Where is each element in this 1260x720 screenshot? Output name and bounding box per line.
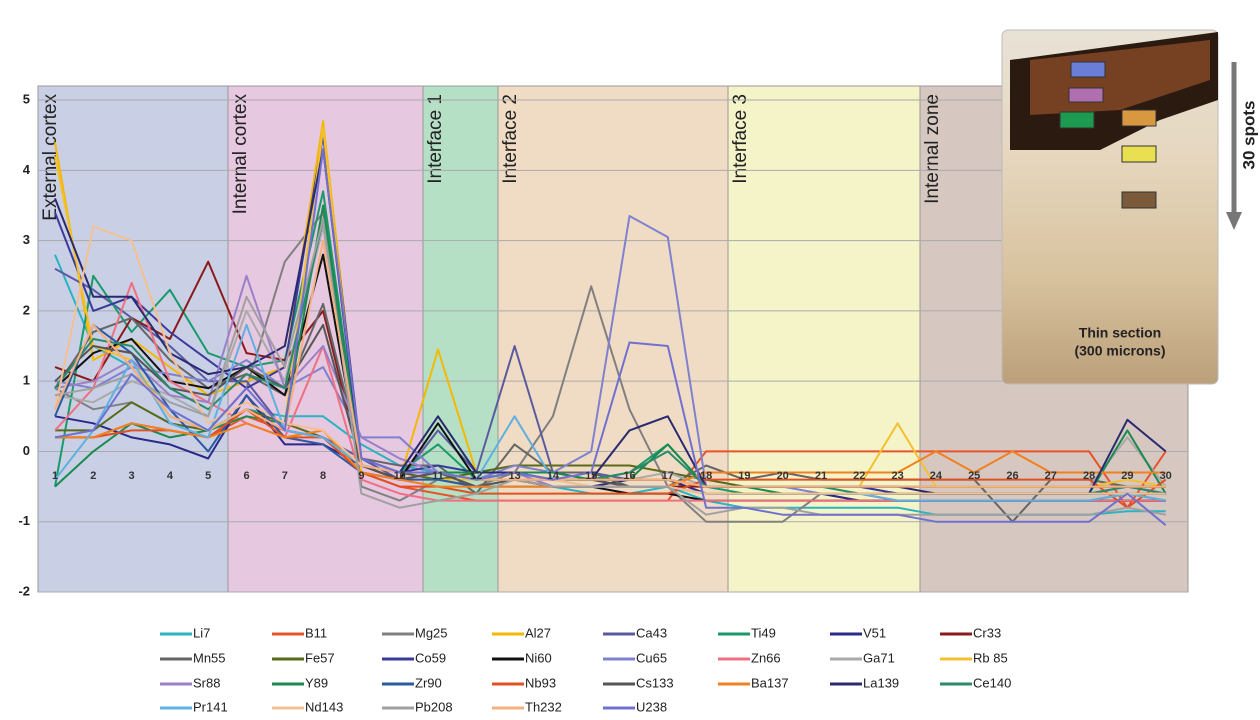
legend-label: Cr33 (973, 625, 1001, 640)
x-tick-label: 5 (205, 470, 211, 482)
x-tick-label: 27 (1045, 470, 1057, 482)
x-tick-label: 21 (815, 470, 827, 482)
x-tick-label: 3 (129, 470, 135, 482)
series-line (55, 408, 1167, 509)
x-tick-label: 10 (394, 470, 406, 482)
y-tick-label: -1 (18, 513, 30, 528)
legend-label: Nb93 (525, 675, 556, 690)
legend-label: Mn55 (193, 650, 226, 665)
y-tick-label: 0 (23, 443, 30, 458)
spot-marker (1059, 111, 1095, 129)
spot-marker (1121, 191, 1157, 209)
zone-band (497, 85, 729, 593)
legend-label: Rb 85 (973, 650, 1008, 665)
x-tick-label: 4 (167, 470, 174, 482)
x-tick-label: 7 (282, 470, 288, 482)
legend-label: Ce140 (973, 675, 1011, 690)
y-tick-label: 5 (23, 91, 30, 106)
x-tick-label: 17 (662, 470, 674, 482)
legend-label: Ca43 (636, 625, 667, 640)
y-tick-label: -2 (18, 583, 30, 598)
x-tick-label: 12 (470, 470, 482, 482)
legend-label: Zn66 (751, 650, 781, 665)
legend-label: Th232 (525, 699, 562, 714)
x-tick-label: 24 (930, 470, 943, 482)
x-tick-label: 20 (777, 470, 789, 482)
legend-label: Ga71 (863, 650, 895, 665)
arrow-label: 30 spots (1239, 101, 1258, 170)
zone-label: External cortex (40, 94, 61, 221)
x-tick-label: 1 (52, 470, 58, 482)
x-tick-label: 23 (891, 470, 903, 482)
y-tick-label: 1 (23, 373, 30, 388)
zone-label: Interface 3 (730, 94, 751, 184)
x-tick-label: 9 (358, 470, 364, 482)
legend-label: Pr141 (193, 699, 228, 714)
zone-band (727, 85, 921, 593)
legend-label: La139 (863, 675, 899, 690)
legend-label: Nd143 (305, 699, 343, 714)
legend-label: Al27 (525, 625, 551, 640)
legend-label: Ba137 (751, 675, 789, 690)
series-line (54, 148, 1167, 526)
x-tick-label: 11 (432, 470, 444, 482)
spot-marker (1121, 109, 1157, 127)
x-tick-label: 19 (738, 470, 750, 482)
legend-label: Mg25 (415, 625, 448, 640)
x-tick-label: 22 (853, 470, 865, 482)
legend-label: Fe57 (305, 650, 335, 665)
legend-label: Ni60 (525, 650, 552, 665)
legend-label: Zr90 (415, 675, 442, 690)
spot-marker (1068, 87, 1104, 103)
x-tick-label: 16 (623, 470, 635, 482)
legend-label: V51 (863, 625, 886, 640)
x-tick-label: 15 (585, 470, 597, 482)
x-tick-label: 18 (700, 470, 712, 482)
legend-label: U238 (636, 699, 667, 714)
zone-label: Internal cortex (230, 94, 251, 215)
x-tick-label: 30 (1160, 470, 1172, 482)
legend-label: Ti49 (751, 625, 776, 640)
x-tick-label: 26 (1006, 470, 1018, 482)
legend-label: Co59 (415, 650, 446, 665)
legend-label: B11 (305, 625, 327, 640)
series-line (54, 218, 1166, 516)
series-line (54, 239, 1166, 488)
legend-label: Y89 (305, 675, 328, 690)
x-tick-label: 28 (1083, 470, 1095, 482)
x-tick-label: 14 (547, 470, 560, 482)
y-tick-label: 3 (23, 232, 30, 247)
y-tick-label: 4 (23, 162, 31, 177)
x-tick-label: 29 (1121, 470, 1133, 482)
x-tick-label: 2 (90, 470, 96, 482)
thin-section-inset: Thin section (300 microns) 30 spots (1001, 29, 1258, 385)
legend-label: Pb208 (415, 699, 453, 714)
x-tick-label: 6 (243, 470, 249, 482)
x-tick-label: 25 (968, 470, 980, 482)
legend-label: Cu65 (636, 650, 667, 665)
inset-caption: (300 microns) (1074, 343, 1165, 359)
zone-label: Interface 2 (500, 94, 521, 184)
legend-label: Sr88 (193, 675, 220, 690)
arrow-head (1226, 212, 1242, 230)
y-tick-label: 2 (23, 302, 30, 317)
zone-label: Interface 1 (425, 94, 446, 184)
legend-label: Cs133 (636, 675, 674, 690)
legend-label: Li7 (193, 625, 210, 640)
spot-marker (1070, 61, 1106, 78)
inset-caption: Thin section (1079, 325, 1161, 341)
x-tick-label: 13 (508, 470, 520, 482)
spot-marker (1121, 145, 1157, 163)
x-tick-label: 8 (320, 470, 326, 482)
zone-label: Internal zone (922, 94, 943, 204)
